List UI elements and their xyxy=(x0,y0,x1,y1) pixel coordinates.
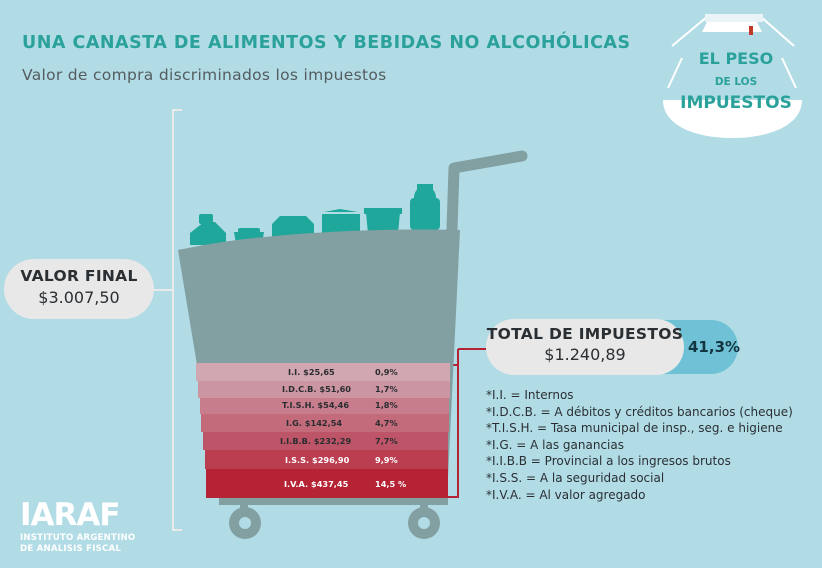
cart-handle xyxy=(444,150,528,296)
legend-item: *I.I.B.B = Provincial a los ingresos bru… xyxy=(486,454,731,469)
tax-label: T.I.S.H. $54,46 xyxy=(282,400,350,410)
valor-bracket xyxy=(172,109,182,531)
page-title: UNA CANASTA DE ALIMENTOS Y BEBIDAS NO AL… xyxy=(22,33,631,53)
tax-percent: 14,5 % xyxy=(375,479,407,489)
legend-item: *I.I. = Internos xyxy=(486,388,574,402)
legend-item: *I.G. = A las ganancias xyxy=(486,437,624,452)
tax-legend: *I.I. = Internos *I.D.C.B. = A débitos y… xyxy=(486,387,793,503)
iaraf-logo: IARAF xyxy=(20,497,121,533)
tax-band xyxy=(205,450,448,469)
logo-line-1: INSTITUTO ARGENTINO xyxy=(20,533,136,543)
logo-subtitle: INSTITUTO ARGENTINO DE ANALISIS FISCAL xyxy=(20,533,135,555)
total-impuestos-value: $1.240,89 xyxy=(544,345,626,364)
cart-base xyxy=(219,498,448,505)
badge-line-1: EL PESO xyxy=(698,49,774,68)
legend-item: *I.V.A. = Al valor agregado xyxy=(486,487,646,502)
page-subtitle: Valor de compra discriminados los impues… xyxy=(22,66,387,84)
valor-final-pill: VALOR FINAL $3.007,50 xyxy=(4,259,154,319)
tax-label: I.G. $142,54 xyxy=(286,418,343,428)
logo-line-2: DE ANALISIS FISCAL xyxy=(20,544,122,554)
scale-badge xyxy=(663,14,802,138)
tax-band xyxy=(203,432,448,450)
tax-band xyxy=(196,363,450,381)
tax-percent: 4,7% xyxy=(375,418,398,428)
legend-item: *I.S.S. = A la seguridad social xyxy=(486,470,665,485)
total-percent: 41,3% xyxy=(688,338,741,356)
legend-item: *T.I.S.H. = Tasa municipal de insp., seg… xyxy=(486,421,783,436)
valor-final-label: VALOR FINAL xyxy=(20,267,138,285)
tax-percent: 0,9% xyxy=(375,367,398,377)
tax-label: I.I. $25,65 xyxy=(288,367,335,377)
tax-percent: 9,9% xyxy=(375,455,398,465)
tax-percent: 1,7% xyxy=(375,384,398,394)
tax-label: I.I.B.B. $232,29 xyxy=(280,436,352,446)
badge-line-2: DE LOS xyxy=(714,76,758,88)
tax-label: I.S.S. $296,90 xyxy=(285,455,350,465)
tax-label: I.V.A. $437,45 xyxy=(284,479,349,489)
total-impuestos-label: TOTAL DE IMPUESTOS xyxy=(486,325,684,343)
tax-bands xyxy=(196,363,450,498)
legend-item: *I.D.C.B. = A débitos y créditos bancari… xyxy=(486,404,793,419)
tax-band xyxy=(200,398,449,414)
tax-percent: 1,8% xyxy=(375,400,398,410)
tax-band xyxy=(206,469,448,498)
tax-band xyxy=(198,381,450,398)
tax-label: I.D.C.B. $51,60 xyxy=(282,384,351,394)
valor-final-value: $3.007,50 xyxy=(38,288,120,307)
tax-band xyxy=(201,414,449,432)
tax-percent: 7,7% xyxy=(375,436,398,446)
total-impuestos-pill: TOTAL DE IMPUESTOS $1.240,89 xyxy=(486,319,684,375)
badge-line-3: IMPUESTOS xyxy=(680,93,792,113)
